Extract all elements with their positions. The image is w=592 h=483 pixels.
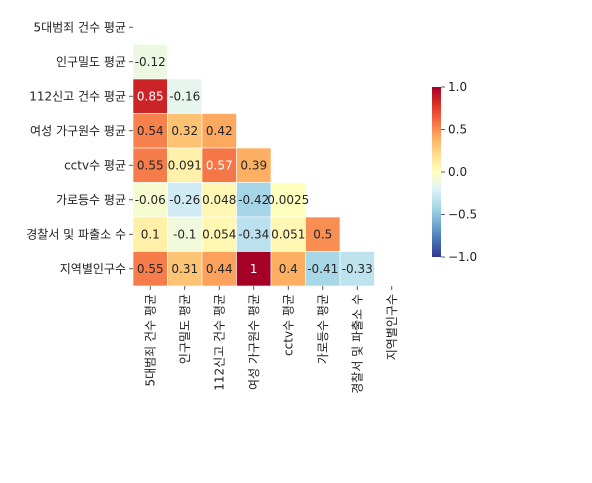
cell-value-label: -0.42: [238, 193, 269, 207]
heatmap-cell: [305, 251, 341, 287]
heatmap-cell: [339, 251, 375, 287]
heatmap-cell: [132, 78, 168, 114]
cell-value-label: 0.85: [137, 89, 164, 103]
heatmap-cell: [167, 78, 203, 114]
y-tick-label: 여성 가구원수 평균: [30, 124, 126, 138]
cell-value-label: -0.41: [307, 262, 338, 276]
y-tick-label: cctv수 평균: [64, 158, 126, 172]
heatmap-cell: [236, 182, 272, 218]
cell-value-label: -0.33: [342, 262, 373, 276]
y-tick-label: 112신고 건수 평균: [29, 89, 126, 103]
cell-value-label: 0.32: [171, 124, 198, 138]
colorbar-tick-label: 0.0: [448, 165, 467, 179]
x-axis-labels: 5대범죄 건수 평균 인구밀도 평균 112신고 건수 평균 여성 가구원수 평균 cc…: [143, 286, 399, 394]
x-tick-label: cctv수 평균: [281, 294, 295, 356]
cell-value-label: 0.55: [137, 158, 164, 172]
cell-value-label: -0.12: [135, 55, 166, 69]
colorbar: 1.0 0.5 0.0 −0.5 −1.0: [432, 80, 477, 264]
cell-value-label: 0.57: [206, 158, 233, 172]
colorbar-tick-label: 1.0: [448, 80, 467, 94]
cell-value-label: -0.34: [238, 227, 269, 241]
heatmap-cell: [201, 216, 237, 252]
cell-value-label: -0.1: [173, 227, 196, 241]
colorbar-tick-label: −0.5: [448, 208, 477, 222]
cell-value-label: 0.4: [279, 262, 298, 276]
y-tick-label: 인구밀도 평균: [56, 55, 126, 69]
cell-value-label: 0.091: [168, 158, 202, 172]
cell-value-label: 0.054: [202, 227, 236, 241]
y-tick-label: 5대범죄 건수 평균: [33, 20, 126, 34]
cell-value-label: 0.44: [206, 262, 233, 276]
cell-value-label: 1: [250, 262, 258, 276]
cell-value-label: 0.39: [240, 158, 267, 172]
heatmap-cell: [270, 216, 306, 252]
x-tick-label: 가로등수 평균: [316, 294, 330, 364]
cell-value-label: 0.048: [202, 193, 236, 207]
x-tick-label: 5대범죄 건수 평균: [143, 294, 157, 387]
x-tick-label: 인구밀도 평균: [178, 294, 192, 364]
heatmap-cell: [236, 251, 272, 287]
x-tick-label: 112신고 건수 평균: [212, 294, 226, 391]
cell-value-label: 0.54: [137, 124, 164, 138]
y-tick-label: 지역별인구수: [60, 262, 126, 276]
x-tick-label: 경찰서 및 파출소 수: [350, 294, 364, 394]
heatmap-cells: -0.12 0.85 -0.16 0.54 0.32 0.42 0.55 0.091 0.57 0…: [132, 44, 375, 287]
heatmap-cell: [132, 44, 168, 80]
heatmap-cell: [167, 216, 203, 252]
cell-value-label: 0.051: [271, 227, 305, 241]
x-tick-label: 여성 가구원수 평균: [247, 294, 261, 390]
colorbar-gradient: [432, 87, 441, 257]
cell-value-label: -0.06: [135, 193, 166, 207]
cell-value-label: 0.0025: [267, 193, 309, 207]
x-tick-label: 지역별인구수: [385, 294, 399, 360]
heatmap-cell: [167, 251, 203, 287]
heatmap-cell: [167, 147, 203, 183]
y-tick-label: 가로등수 평균: [56, 193, 126, 207]
y-tick-label: 경찰서 및 파출소 수: [26, 227, 126, 241]
cell-value-label: 0.31: [171, 262, 198, 276]
cell-value-label: 0.1: [141, 227, 160, 241]
heatmap-cell: [236, 216, 272, 252]
heatmap-cell: [167, 182, 203, 218]
heatmap-cell: [305, 216, 341, 252]
heatmap-cell: [236, 147, 272, 183]
colorbar-tick-label: −1.0: [448, 250, 477, 264]
heatmap-cell: [201, 113, 237, 149]
cell-value-label: -0.16: [169, 89, 200, 103]
colorbar-tick-label: 0.5: [448, 123, 467, 137]
heatmap-cell: [132, 251, 168, 287]
cell-value-label: 0.42: [206, 124, 233, 138]
cell-value-label: 0.55: [137, 262, 164, 276]
cell-value-label: 0.5: [313, 227, 332, 241]
cell-value-label: -0.26: [169, 193, 200, 207]
